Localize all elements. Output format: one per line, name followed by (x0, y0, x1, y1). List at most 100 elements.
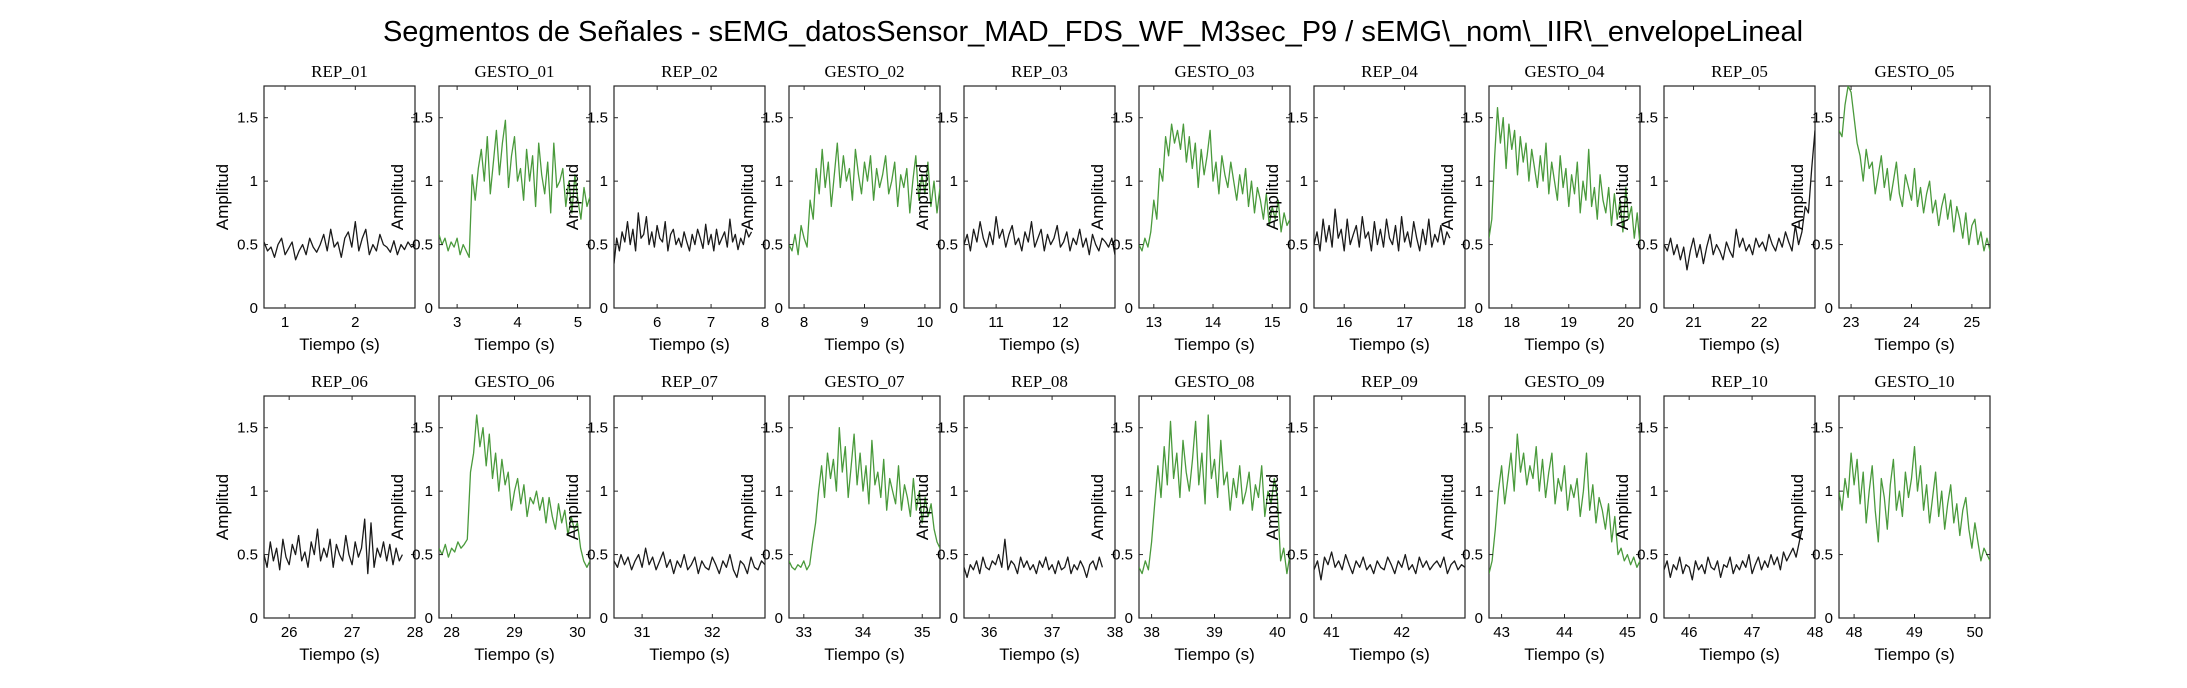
chart-panel: GESTO_09 0 0.5 1 1.5 43 44 45 Tiempo (s) Amplitud (1438, 372, 1641, 664)
y-tick-label: 0 (250, 300, 258, 317)
x-axis-label: Tiempo (s) (649, 645, 730, 664)
y-tick-label: 1 (1300, 483, 1308, 500)
y-tick-label: 0.5 (237, 547, 258, 564)
series-line (789, 427, 940, 571)
x-axis-label: Tiempo (s) (1524, 335, 1605, 354)
axes-box (1488, 395, 1641, 619)
y-tick-label: 1 (425, 173, 433, 190)
series-line (439, 119, 590, 258)
x-axis-label: Tiempo (s) (649, 335, 730, 354)
y-tick-label: 0.5 (587, 237, 608, 254)
x-tick-label: 36 (981, 624, 998, 641)
y-axis-label: Amplitud (213, 164, 232, 230)
series-line (789, 142, 940, 256)
y-tick-label: 1 (1125, 483, 1133, 500)
panel-title: GESTO_02 (825, 62, 905, 81)
y-tick-label: 1.5 (1637, 420, 1658, 437)
y-tick-label: 0.5 (1112, 237, 1133, 254)
x-tick-label: 44 (1556, 624, 1573, 641)
y-axis-label: Amplitud (738, 474, 757, 540)
series-line (614, 212, 753, 264)
x-tick-label: 6 (653, 314, 661, 331)
x-axis-label: Tiempo (s) (1874, 645, 1955, 664)
axes-box (263, 395, 416, 619)
x-tick-label: 13 (1145, 314, 1162, 331)
y-tick-label: 0 (1125, 610, 1133, 627)
y-tick-label: 0 (1300, 300, 1308, 317)
panel-title: GESTO_01 (475, 62, 555, 81)
x-tick-label: 11 (988, 314, 1004, 331)
panel-title: REP_02 (661, 62, 718, 81)
chart-panel: REP_10 0 0.5 1 1.5 46 47 48 Tiempo (s) Amplitud (1613, 372, 1823, 664)
y-tick-label: 0.5 (762, 237, 783, 254)
x-tick-label: 10 (917, 314, 934, 331)
x-tick-label: 32 (704, 624, 721, 641)
series-line (1314, 551, 1465, 581)
series-line (264, 518, 403, 575)
y-tick-label: 1 (1475, 483, 1483, 500)
chart-panel: GESTO_08 0 0.5 1 1.5 38 39 40 Tiempo (s) Amplitud (1088, 372, 1291, 664)
chart-panel: GESTO_07 0 0.5 1 1.5 33 34 35 Tiempo (s) Amplitud (738, 372, 941, 664)
y-axis-label: Amplitud (388, 164, 407, 230)
y-tick-label: 0 (1650, 300, 1658, 317)
x-axis-label: Tiempo (s) (1874, 335, 1955, 354)
axes-box (613, 395, 766, 619)
y-tick-label: 1 (1825, 173, 1833, 190)
y-tick-label: 0.5 (1287, 237, 1308, 254)
x-tick-label: 2 (351, 314, 359, 331)
x-tick-label: 50 (1967, 624, 1984, 641)
chart-panel: REP_09 0 0.5 1 1.5 41 42 Tiempo (s) Amplitud (1263, 372, 1466, 664)
y-axis-label: Amplitud (738, 164, 757, 230)
panel-title: REP_08 (1011, 372, 1068, 391)
x-tick-label: 38 (1107, 624, 1124, 641)
x-tick-label: 1 (281, 314, 289, 331)
panel-title: GESTO_10 (1875, 372, 1955, 391)
y-tick-label: 1.5 (1462, 110, 1483, 127)
x-tick-label: 39 (1206, 624, 1223, 641)
y-tick-label: 1.5 (937, 420, 958, 437)
y-axis-label: Amplitud (1438, 474, 1457, 540)
y-axis-label: Amplitud (1438, 164, 1457, 230)
panel-title: GESTO_09 (1525, 372, 1605, 391)
axes-box (263, 85, 416, 309)
y-tick-label: 0.5 (412, 547, 433, 564)
y-tick-label: 1 (425, 483, 433, 500)
y-tick-label: 1.5 (1462, 420, 1483, 437)
y-axis-label: Amplitud (1613, 164, 1632, 230)
y-axis-label: Amplitud (913, 164, 932, 230)
y-tick-label: 0 (1650, 610, 1658, 627)
chart-panel: GESTO_04 0 0.5 1 1.5 18 19 20 Tiempo (s) Amplitud (1438, 62, 1641, 354)
y-axis-label: Amplitud (563, 164, 582, 230)
x-tick-label: 46 (1681, 624, 1698, 641)
x-tick-label: 28 (407, 624, 424, 641)
series-line (1314, 208, 1451, 252)
x-tick-label: 49 (1906, 624, 1923, 641)
x-tick-label: 47 (1744, 624, 1761, 641)
panel-title: GESTO_07 (825, 372, 905, 391)
y-axis-label: Amplitud (1088, 474, 1107, 540)
y-tick-label: 0.5 (237, 237, 258, 254)
x-axis-label: Tiempo (s) (999, 645, 1080, 664)
y-tick-label: 0 (950, 610, 958, 627)
y-axis-label: Amplitud (563, 474, 582, 540)
x-tick-label: 4 (513, 314, 521, 331)
series-line (1489, 433, 1640, 574)
chart-panel: REP_07 0 0.5 1 1.5 31 32 Tiempo (s) Amplitud (563, 372, 766, 664)
x-axis-label: Tiempo (s) (299, 645, 380, 664)
axes-box (963, 85, 1116, 309)
x-tick-label: 48 (1807, 624, 1824, 641)
x-tick-label: 35 (914, 624, 931, 641)
chart-panel: GESTO_03 0 0.5 1 1.5 13 14 15 Tiempo (s) Amplitud (1088, 62, 1291, 354)
x-axis-label: Tiempo (s) (824, 335, 905, 354)
y-tick-label: 0.5 (1462, 237, 1483, 254)
x-axis-label: Tiempo (s) (299, 335, 380, 354)
series-line (264, 221, 415, 261)
x-tick-label: 5 (574, 314, 582, 331)
x-tick-label: 29 (506, 624, 523, 641)
series-line (439, 414, 590, 568)
y-tick-label: 0.5 (937, 237, 958, 254)
y-tick-label: 1.5 (237, 110, 258, 127)
x-tick-label: 18 (1457, 314, 1474, 331)
y-axis-label: Amplitud (1788, 164, 1807, 230)
x-tick-label: 23 (1843, 314, 1860, 331)
